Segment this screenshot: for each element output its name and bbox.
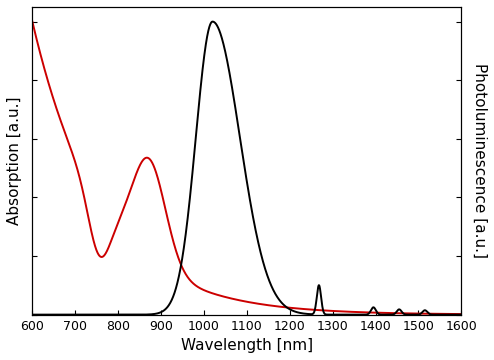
Y-axis label: Photoluminescence [a.u.]: Photoluminescence [a.u.] (472, 63, 487, 258)
Y-axis label: Absorption [a.u.]: Absorption [a.u.] (7, 96, 22, 225)
X-axis label: Wavelength [nm]: Wavelength [nm] (181, 338, 313, 353)
